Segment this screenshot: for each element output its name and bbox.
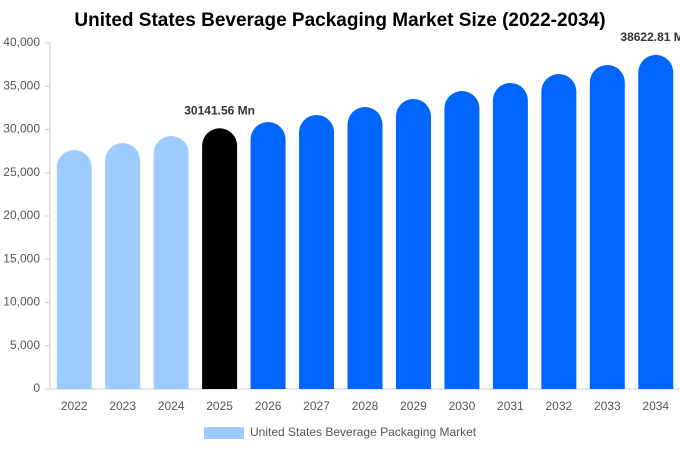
y-tick-label: 30,000 (3, 122, 40, 136)
y-tick-label: 25,000 (3, 165, 40, 179)
y-tick-label: 15,000 (3, 251, 40, 265)
bar (202, 128, 238, 389)
bar (250, 121, 286, 389)
bar (638, 54, 674, 390)
bar (299, 114, 335, 389)
legend-swatch (204, 427, 244, 439)
x-tick-label: 2030 (449, 399, 476, 413)
y-tick-label: 5,000 (10, 338, 40, 352)
data-label: 30141.56 Mn (184, 103, 255, 117)
data-label: 38622.81 Mn (620, 30, 680, 44)
bar (153, 135, 189, 389)
x-tick-label: 2027 (303, 399, 330, 413)
legend-label: United States Beverage Packaging Market (250, 425, 477, 439)
bar (105, 142, 141, 389)
x-tick-label: 2029 (400, 399, 427, 413)
x-tick-label: 2026 (255, 399, 282, 413)
x-tick-label: 2032 (545, 399, 572, 413)
chart-title: United States Beverage Packaging Market … (74, 10, 605, 31)
y-tick-label: 0 (33, 381, 40, 395)
x-tick-label: 2025 (206, 399, 233, 413)
bar (492, 82, 528, 389)
y-tick-label: 35,000 (3, 78, 40, 92)
y-tick-label: 10,000 (3, 295, 40, 309)
x-tick-label: 2022 (61, 399, 88, 413)
x-tick-label: 2031 (497, 399, 524, 413)
x-tick-label: 2028 (352, 399, 379, 413)
bar (347, 107, 383, 389)
bar (395, 98, 431, 389)
y-tick-label: 40,000 (3, 35, 40, 49)
bar (541, 73, 577, 389)
bar (444, 91, 480, 389)
y-tick-label: 20,000 (3, 208, 40, 222)
x-tick-label: 2023 (109, 399, 136, 413)
x-tick-label: 2034 (642, 399, 669, 413)
x-tick-label: 2024 (158, 399, 185, 413)
bar (589, 64, 625, 389)
bar (56, 150, 92, 389)
x-tick-label: 2033 (594, 399, 621, 413)
